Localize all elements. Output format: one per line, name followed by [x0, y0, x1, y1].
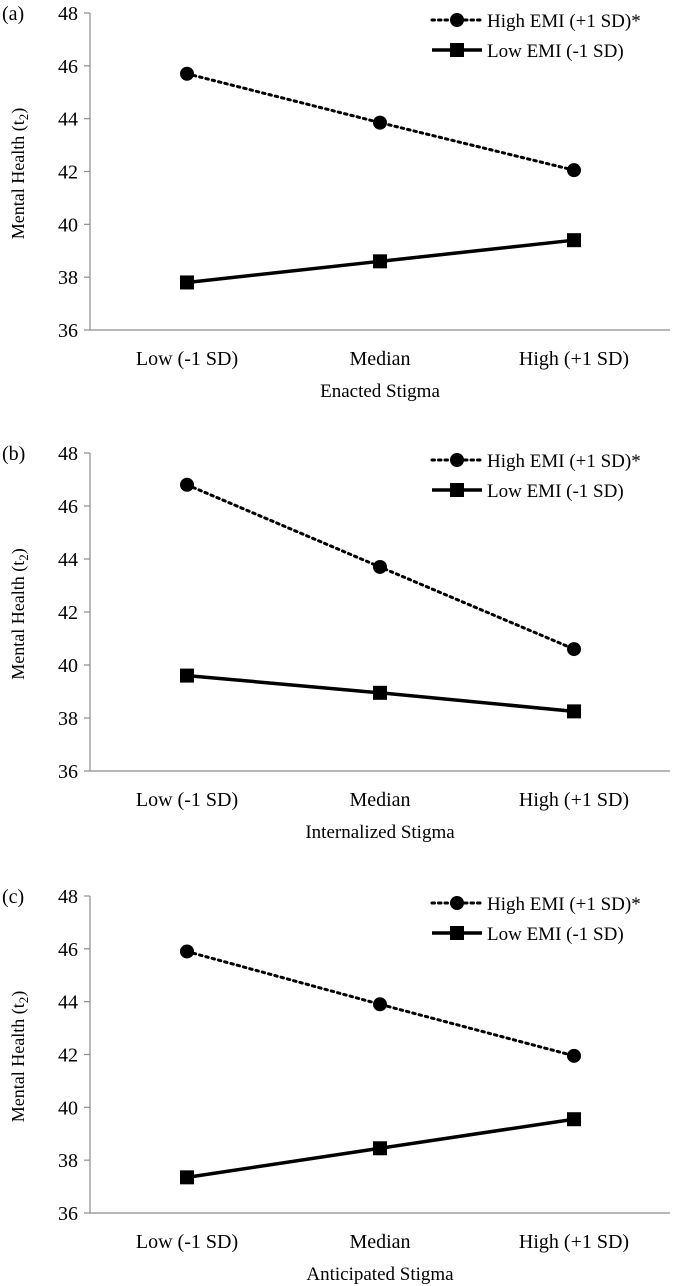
x-tick-label: High (+1 SD): [519, 1231, 629, 1253]
legend-marker-circle: [450, 453, 464, 467]
legend-item: Low EMI (-1 SD): [432, 41, 624, 62]
legend: High EMI (+1 SD)* Low EMI (-1 SD): [430, 11, 641, 62]
data-point-circle: [373, 997, 387, 1012]
data-point-square: [180, 1170, 194, 1185]
y-axis-title: Mental Health (t2): [8, 108, 31, 239]
y-axis-title-subscript: 2: [16, 997, 31, 1004]
data-point-circle: [373, 559, 387, 574]
data-point-circle: [373, 115, 387, 130]
panel-label: (c): [2, 886, 24, 908]
x-tick-label: Low (-1 SD): [136, 1231, 238, 1253]
chart-panel-c: (c) 36 38 40 42 44 46 48 Mental Health (t2) Low (…: [2, 886, 670, 1285]
series-high-emi: [180, 477, 581, 657]
data-point-square: [373, 1141, 387, 1156]
y-tick-label: 42: [58, 602, 78, 624]
legend: High EMI (+1 SD)* Low EMI (-1 SD): [430, 894, 641, 945]
data-point-square: [180, 275, 194, 290]
x-tick-label: Median: [349, 1231, 410, 1253]
legend-item: High EMI (+1 SD)*: [430, 451, 641, 472]
y-tick-label: 36: [58, 761, 78, 783]
y-tick-label: 48: [58, 3, 78, 25]
data-point-square: [567, 233, 581, 248]
legend-label: High EMI (+1 SD)*: [487, 451, 641, 472]
x-axis-title: Anticipated Stigma: [306, 1264, 454, 1285]
legend-marker-circle: [450, 896, 464, 910]
series-low-emi: [180, 1112, 581, 1185]
panel-label: (b): [2, 443, 25, 465]
data-point-square: [180, 668, 194, 683]
y-tick-label: 46: [58, 496, 78, 518]
y-tick-label: 44: [58, 109, 78, 131]
y-axis-title-close: ): [8, 108, 29, 114]
legend-marker-circle: [450, 13, 464, 27]
x-tick-label: Median: [349, 348, 410, 370]
y-tick-label: 44: [58, 549, 78, 571]
series-low-emi: [180, 233, 581, 290]
x-axis-title: Enacted Stigma: [320, 381, 440, 402]
y-tick-label: 40: [58, 214, 78, 236]
data-point-square: [567, 1112, 581, 1127]
y-axis-title-subscript: 2: [16, 554, 31, 561]
y-axis-title-main: Mental Health (t: [8, 561, 29, 680]
chart-panel-b: (b) 36 38 40 42 44 46 48 Mental Health (t2) Low (…: [2, 443, 670, 843]
chart-panel-a: (a) 36 38 40 42 44 46 48 Mental Health (t2) Low (…: [2, 3, 670, 402]
x-tick-label: Low (-1 SD): [136, 789, 238, 811]
legend-marker-square: [450, 926, 464, 940]
y-tick-label: 46: [58, 939, 78, 961]
data-point-circle: [567, 642, 581, 657]
y-axis-title: Mental Health (t2): [8, 991, 31, 1122]
series-high-emi: [180, 944, 581, 1063]
y-tick-label: 38: [58, 708, 78, 730]
data-point-circle: [180, 477, 194, 492]
y-axis-title: Mental Health (t2): [8, 548, 31, 679]
legend: High EMI (+1 SD)* Low EMI (-1 SD): [430, 451, 641, 502]
legend-item: Low EMI (-1 SD): [432, 481, 624, 502]
legend-marker-square: [450, 43, 464, 57]
series-low-emi: [180, 668, 581, 719]
y-tick-label: 36: [58, 320, 78, 342]
x-tick-label: High (+1 SD): [519, 348, 629, 370]
panel-label: (a): [2, 3, 24, 25]
x-axis-title: Internalized Stigma: [305, 822, 455, 843]
legend-marker-square: [450, 483, 464, 497]
legend-label: Low EMI (-1 SD): [487, 924, 624, 945]
legend-label: Low EMI (-1 SD): [487, 41, 624, 62]
series-high-emi: [180, 66, 581, 178]
y-tick-label: 44: [58, 992, 78, 1014]
y-tick-label: 40: [58, 1097, 78, 1119]
y-tick-label: 40: [58, 655, 78, 677]
y-axis-title-main: Mental Health (t: [8, 120, 29, 239]
legend-label: High EMI (+1 SD)*: [487, 11, 641, 32]
x-tick-label: High (+1 SD): [519, 789, 629, 811]
data-point-circle: [180, 944, 194, 959]
data-point-circle: [567, 1048, 581, 1063]
y-axis-title-subscript: 2: [16, 114, 31, 121]
y-tick-label: 46: [58, 56, 78, 78]
legend-label: High EMI (+1 SD)*: [487, 894, 641, 915]
y-tick-label: 48: [58, 886, 78, 908]
legend-item: Low EMI (-1 SD): [432, 924, 624, 945]
x-tick-label: Median: [349, 789, 410, 811]
y-tick-label: 36: [58, 1203, 78, 1225]
x-tick-label: Low (-1 SD): [136, 348, 238, 370]
y-axis-title-close: ): [8, 991, 29, 997]
legend-label: Low EMI (-1 SD): [487, 481, 624, 502]
y-tick-label: 42: [58, 162, 78, 184]
data-point-square: [567, 704, 581, 719]
data-point-square: [373, 685, 387, 700]
legend-item: High EMI (+1 SD)*: [430, 11, 641, 32]
y-axis-title-close: ): [8, 548, 29, 554]
series-line: [185, 72, 576, 172]
data-point-circle: [180, 66, 194, 81]
y-axis-title-main: Mental Health (t: [8, 1003, 29, 1122]
data-point-circle: [567, 163, 581, 178]
y-tick-label: 38: [58, 267, 78, 289]
y-tick-label: 38: [58, 1150, 78, 1172]
y-tick-label: 42: [58, 1045, 78, 1067]
y-tick-label: 48: [58, 443, 78, 465]
data-point-square: [373, 254, 387, 269]
legend-item: High EMI (+1 SD)*: [430, 894, 641, 915]
